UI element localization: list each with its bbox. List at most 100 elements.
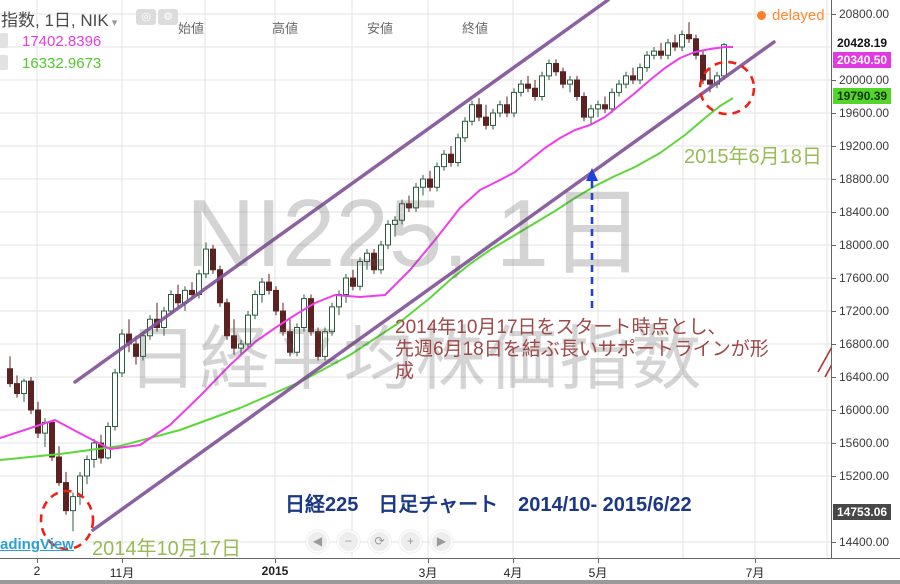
- candle: [693, 38, 699, 56]
- time-axis-label: 5月: [588, 566, 608, 580]
- price-axis-label: 16400.00: [839, 370, 890, 384]
- candle: [315, 331, 321, 357]
- price-tick: [832, 245, 836, 246]
- nav-reset-button[interactable]: ⟳: [368, 530, 391, 553]
- chart-title: 日経225 日足チャート 2014/10- 2015/6/22: [285, 494, 692, 516]
- highlight-circle-low-2014-10-17: [39, 489, 95, 551]
- window-bottom-edge: [0, 580, 900, 584]
- highlight-circle-touch-2015-06-18: [698, 60, 756, 116]
- nav-scroll-right-button[interactable]: ▶: [430, 530, 453, 553]
- price-axis-label: 18800.00: [839, 172, 890, 186]
- candle: [455, 137, 461, 163]
- time-axis-label: 7月: [745, 566, 765, 580]
- gear-icon[interactable]: ⚙: [158, 9, 178, 25]
- date-label-low: 2014年10月17日: [92, 538, 241, 560]
- price-tick: [832, 14, 836, 15]
- candle: [483, 116, 489, 126]
- candle: [21, 380, 27, 394]
- time-tick: [755, 559, 756, 563]
- candle: [511, 91, 517, 114]
- candle: [378, 244, 384, 271]
- ma-fast-value: 17402.8396: [22, 33, 102, 50]
- candle: [595, 104, 601, 110]
- candle: [399, 203, 405, 221]
- candle: [546, 63, 552, 77]
- candle: [63, 482, 69, 512]
- candle: [525, 83, 531, 89]
- candle: [168, 294, 174, 312]
- candle: [231, 335, 237, 349]
- support-line: [91, 40, 776, 532]
- price-axis[interactable]: 20800.00 20000.00 19600.00 19200.00 18800.00…: [831, 0, 900, 558]
- chevron-down-icon[interactable]: ▾: [111, 17, 118, 29]
- candle: [77, 475, 83, 498]
- candle: [266, 281, 272, 291]
- symbol-title[interactable]: 指数, 1日, NIK ▾: [1, 6, 117, 31]
- price-axis-label: 16800.00: [839, 337, 890, 351]
- time-tick: [122, 559, 123, 563]
- eye-icon[interactable]: ◎: [136, 9, 156, 25]
- candle: [259, 281, 265, 295]
- price-badge-last: 20428.19: [833, 35, 892, 51]
- price-axis-label: 16000.00: [839, 403, 890, 417]
- candle: [28, 380, 34, 411]
- price-axis-label: 17600.00: [839, 271, 890, 285]
- price-tick: [832, 278, 836, 279]
- time-axis-label: 4月: [503, 566, 523, 580]
- candle: [294, 327, 300, 353]
- price-axis-label: 19200.00: [839, 139, 890, 153]
- delayed-badge: delayed: [772, 7, 825, 24]
- note-line: 成: [395, 361, 415, 382]
- candle: [707, 79, 713, 85]
- price-tick: [832, 344, 836, 345]
- candle: [119, 333, 125, 374]
- candle: [385, 223, 391, 246]
- candle: [588, 108, 594, 118]
- candle: [539, 75, 545, 97]
- nav-scroll-left-button[interactable]: ◀: [306, 530, 329, 553]
- price-axis-label: 15600.00: [839, 436, 890, 450]
- candle: [560, 71, 566, 85]
- candle: [721, 44, 727, 77]
- price-tick: [832, 212, 836, 213]
- price-tick: [832, 146, 836, 147]
- candle: [434, 166, 440, 188]
- candle: [567, 79, 573, 85]
- time-axis[interactable]: 2 11月 2015 3月 4月 5月 7月: [0, 558, 900, 580]
- indicator-eye-icon[interactable]: [0, 55, 8, 70]
- symbol-text: 指数, 1日, NIK: [1, 11, 109, 30]
- price-tick: [832, 377, 836, 378]
- price-tick: [832, 476, 836, 477]
- candle: [665, 42, 671, 56]
- ma-fast-line: [0, 46, 733, 450]
- candle: [448, 153, 454, 163]
- candle: [504, 104, 510, 114]
- tradingview-logo[interactable]: adingView: [0, 536, 74, 553]
- nav-zoom-in-button[interactable]: +: [399, 530, 422, 553]
- candle: [602, 104, 608, 110]
- candle: [686, 34, 692, 40]
- price-axis-label: 18400.00: [839, 205, 890, 219]
- candle: [203, 248, 209, 275]
- note-line: 2014年10月17日をスタート時点とし、: [395, 317, 727, 338]
- time-tick: [513, 559, 514, 563]
- candle: [532, 87, 538, 97]
- price-chart-canvas[interactable]: [0, 0, 831, 558]
- time-axis-label: 2015: [261, 564, 289, 578]
- price-axis-label: 20800.00: [839, 7, 890, 21]
- candle: [581, 96, 587, 118]
- time-tick: [598, 559, 599, 563]
- candle: [189, 289, 195, 295]
- price-badge-level: 14753.06: [833, 504, 892, 520]
- candle: [441, 153, 447, 168]
- nav-zoom-out-button[interactable]: −: [337, 530, 360, 553]
- candle: [469, 104, 475, 122]
- price-axis-label: 18000.00: [839, 238, 890, 252]
- candle: [301, 298, 307, 328]
- time-axis-label: 11月: [109, 566, 135, 580]
- indicator-eye-icon[interactable]: [0, 33, 8, 48]
- candle: [616, 83, 622, 93]
- candle: [658, 50, 664, 56]
- candle: [14, 383, 20, 395]
